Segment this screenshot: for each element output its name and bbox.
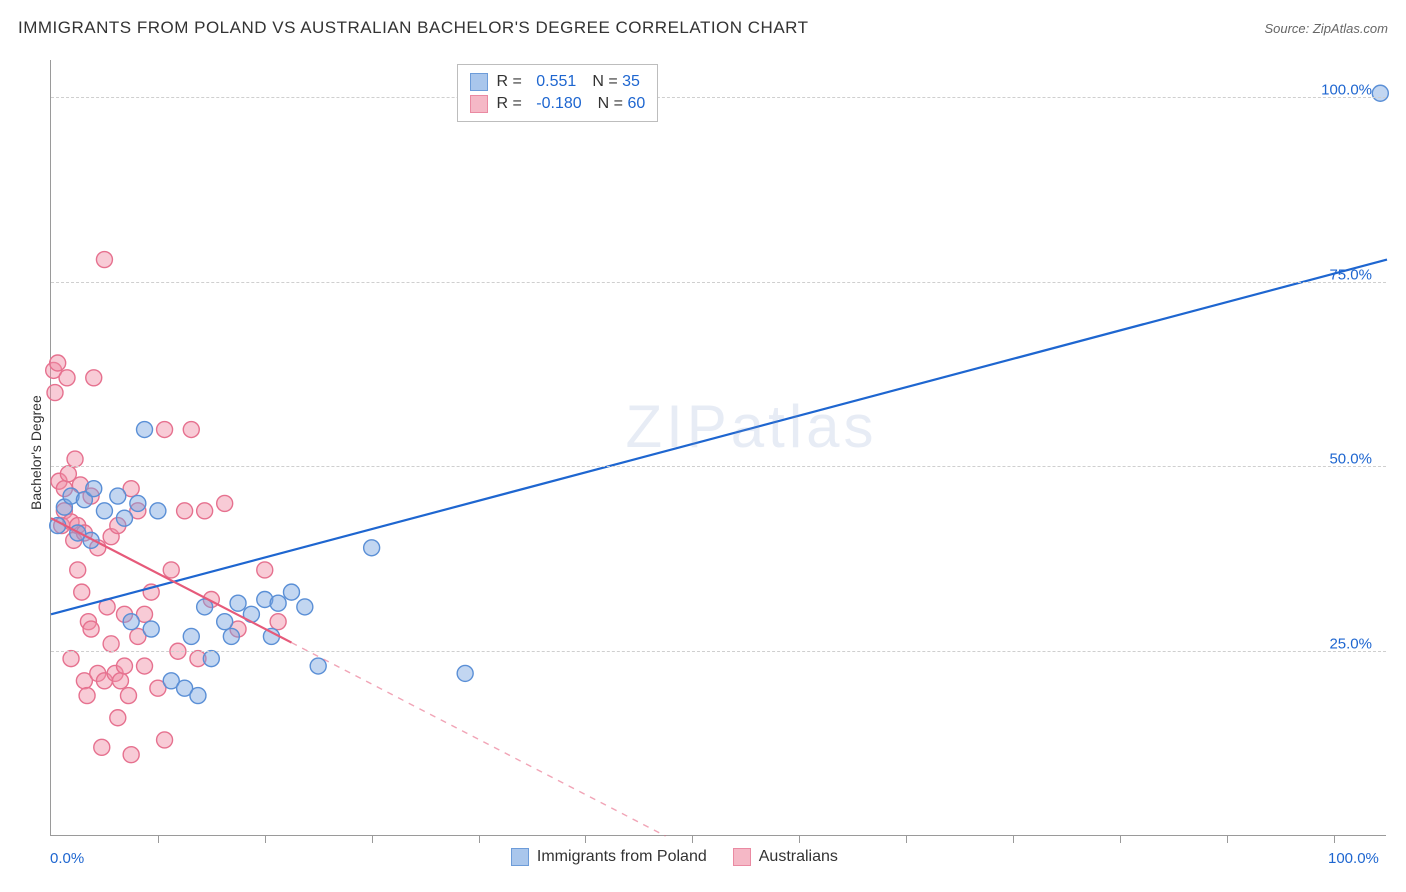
x-tick: [1227, 835, 1228, 843]
data-point: [112, 673, 128, 689]
data-point: [270, 614, 286, 630]
data-point: [217, 614, 233, 630]
data-point: [83, 532, 99, 548]
data-point: [283, 584, 299, 600]
data-point: [86, 481, 102, 497]
data-point: [47, 385, 63, 401]
y-tick-label: 75.0%: [1329, 266, 1372, 283]
x-tick: [265, 835, 266, 843]
data-point: [223, 628, 239, 644]
data-point: [203, 651, 219, 667]
legend-stat-row: R = -0.180N = 60: [470, 93, 645, 115]
x-tick: [585, 835, 586, 843]
legend-label: Immigrants from Poland: [537, 848, 707, 866]
source-attribution: Source: ZipAtlas.com: [1264, 21, 1388, 36]
x-tick: [1334, 835, 1335, 843]
y-axis-title: Bachelor's Degree: [28, 395, 44, 510]
data-point: [137, 658, 153, 674]
data-point: [157, 732, 173, 748]
legend-swatch: [733, 848, 751, 866]
data-point: [257, 562, 273, 578]
data-point: [116, 510, 132, 526]
data-point: [86, 370, 102, 386]
plot-svg: [51, 60, 1386, 835]
data-point: [263, 628, 279, 644]
y-tick-label: 100.0%: [1321, 81, 1372, 98]
data-point: [310, 658, 326, 674]
x-tick: [906, 835, 907, 843]
data-point: [83, 621, 99, 637]
data-point: [130, 495, 146, 511]
x-tick: [158, 835, 159, 843]
data-point: [96, 252, 112, 268]
data-point: [123, 747, 139, 763]
x-max-label: 100.0%: [1328, 850, 1379, 867]
data-point: [50, 355, 66, 371]
gridline: [51, 282, 1386, 283]
data-point: [63, 651, 79, 667]
data-point: [123, 614, 139, 630]
data-point: [457, 665, 473, 681]
legend-swatch: [470, 73, 488, 91]
data-point: [190, 688, 206, 704]
y-tick-label: 50.0%: [1329, 451, 1372, 468]
data-point: [143, 621, 159, 637]
legend-series: Immigrants from Poland Australians: [511, 848, 838, 866]
legend-swatch: [470, 95, 488, 113]
data-point: [157, 422, 173, 438]
regression-line: [51, 260, 1387, 615]
data-point: [297, 599, 313, 615]
x-min-label: 0.0%: [50, 850, 84, 867]
data-point: [74, 584, 90, 600]
data-point: [230, 595, 246, 611]
gridline: [51, 466, 1386, 467]
data-point: [79, 688, 95, 704]
legend-stat-row: R = 0.551N = 35: [470, 71, 645, 93]
data-point: [163, 562, 179, 578]
data-point: [110, 488, 126, 504]
data-point: [364, 540, 380, 556]
y-tick-label: 25.0%: [1329, 636, 1372, 653]
data-point: [177, 503, 193, 519]
x-tick: [692, 835, 693, 843]
x-tick: [1120, 835, 1121, 843]
data-point: [116, 658, 132, 674]
regression-line-dashed: [291, 643, 665, 836]
legend-label: Australians: [759, 848, 838, 866]
x-tick: [799, 835, 800, 843]
legend-stats-box: R = 0.551N = 35R = -0.180N = 60: [457, 64, 658, 122]
data-point: [59, 370, 75, 386]
data-point: [94, 739, 110, 755]
data-point: [217, 495, 233, 511]
data-point: [103, 636, 119, 652]
data-point: [137, 422, 153, 438]
plot-area: ZIPatlas 25.0%50.0%75.0%100.0%: [50, 60, 1386, 836]
x-tick: [1013, 835, 1014, 843]
chart-title: IMMIGRANTS FROM POLAND VS AUSTRALIAN BAC…: [18, 18, 809, 38]
legend-swatch: [511, 848, 529, 866]
data-point: [183, 422, 199, 438]
data-point: [270, 595, 286, 611]
data-point: [110, 710, 126, 726]
legend-item: Australians: [733, 848, 838, 866]
x-tick: [372, 835, 373, 843]
data-point: [70, 562, 86, 578]
data-point: [96, 503, 112, 519]
data-point: [67, 451, 83, 467]
gridline: [51, 97, 1386, 98]
gridline: [51, 651, 1386, 652]
legend-item: Immigrants from Poland: [511, 848, 707, 866]
data-point: [183, 628, 199, 644]
x-tick: [479, 835, 480, 843]
data-point: [150, 503, 166, 519]
data-point: [1372, 85, 1388, 101]
data-point: [120, 688, 136, 704]
data-point: [197, 503, 213, 519]
